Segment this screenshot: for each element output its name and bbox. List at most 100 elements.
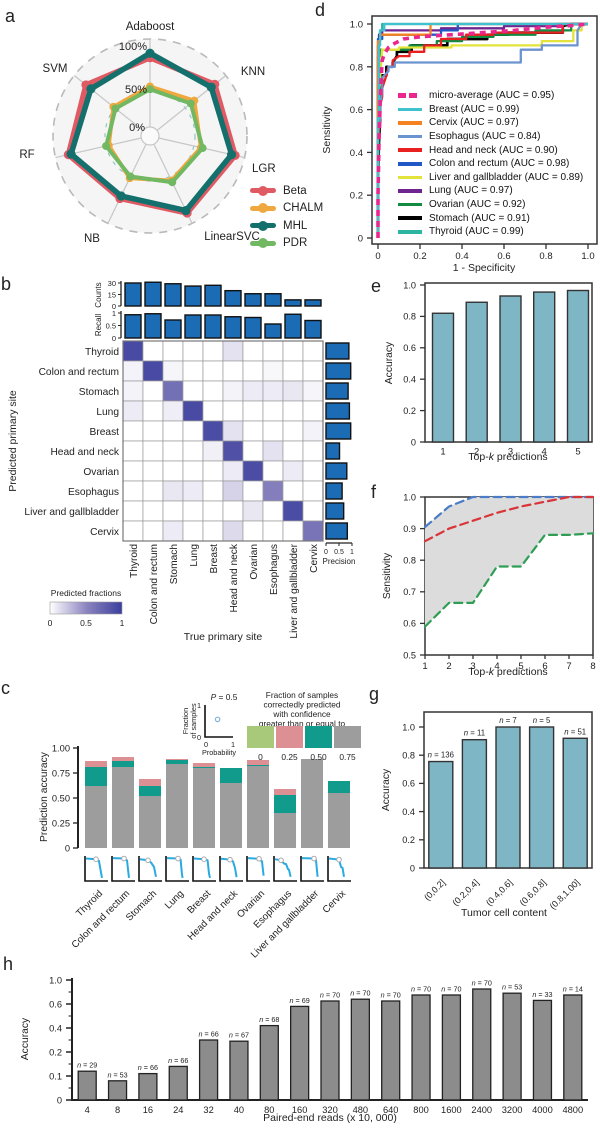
tick-label: 320	[322, 1105, 338, 1115]
precision-label: Precision	[323, 557, 356, 566]
legend-label: Cervix (AUC = 0.97)	[429, 117, 519, 129]
bar	[532, 999, 553, 1101]
matrix-cell	[142, 360, 164, 382]
radar-series-PDR	[104, 87, 205, 185]
tick-label: 0.4	[402, 807, 415, 817]
tick-label: 3200	[502, 1105, 523, 1115]
matrix-cell	[202, 480, 224, 502]
tick-label: 0.6	[403, 343, 416, 353]
matrix-cell	[242, 500, 264, 522]
tick-label: 0.8	[539, 251, 552, 262]
legend-item: Thyroid (AUC = 0.99)	[398, 225, 583, 239]
tick-label: 0.4	[49, 1023, 62, 1033]
matrix-cell	[162, 380, 184, 402]
bar	[259, 1024, 279, 1101]
row-label: Lung	[96, 407, 119, 418]
sparkline-marker	[311, 855, 317, 862]
legend-item: Ovarian (AUC = 0.92)	[398, 198, 583, 212]
category-label: (0.2,0.4]	[450, 877, 480, 907]
legend-item: micro-average (AUC = 0.95)	[398, 89, 583, 103]
col-label: Breast	[209, 544, 220, 574]
tick-label: 4000	[532, 1105, 553, 1115]
tick-label: 0.5	[106, 321, 116, 330]
n-label: n = 70	[472, 979, 492, 988]
stacked-bar-segment	[112, 761, 134, 767]
matrix-cell	[282, 480, 304, 502]
sparkline-curve	[247, 857, 265, 876]
legend-marker	[398, 175, 422, 180]
tick-label: 1.0	[350, 20, 363, 31]
n-label: n = 70	[350, 989, 370, 998]
x-axis-label: 1 - Specificity	[453, 262, 516, 274]
tick-label: 0.4	[455, 251, 468, 262]
counts-bar	[124, 282, 142, 307]
n-label: n = 33	[532, 990, 552, 999]
bar	[499, 295, 522, 443]
n-label: n = 66	[138, 1063, 158, 1072]
matrix-cell	[242, 340, 264, 362]
legend-label: Ovarian (AUC = 0.92)	[429, 199, 526, 211]
tick-label: 0.1	[49, 1071, 62, 1081]
matrix-cell	[302, 460, 324, 482]
legend-item: Esophagus (AUC = 0.84)	[398, 130, 583, 144]
tick-label: 0.8	[403, 312, 416, 322]
matrix-cell	[162, 500, 184, 522]
panel-letter-d: d	[315, 0, 326, 20]
tick-label: 6	[542, 661, 547, 672]
radar-axis-label: Adaboost	[126, 21, 175, 33]
category-label: (0.6,0.8]	[518, 877, 548, 907]
legend-dot	[258, 220, 268, 231]
y-axis-label: Sensitivity	[382, 552, 393, 599]
tick-label: 1	[197, 701, 201, 710]
tick-label: 1.0	[402, 722, 415, 732]
band-fill	[425, 497, 593, 627]
radar-vertex	[206, 82, 216, 92]
stacked-bar-segment	[220, 768, 242, 783]
counts-bar	[264, 293, 282, 307]
plot-box	[371, 15, 598, 245]
bar	[431, 312, 455, 443]
tick-label: 2	[446, 661, 451, 672]
bar	[502, 992, 522, 1101]
tick-label: 2	[474, 447, 479, 458]
tick-label: 80	[264, 1105, 274, 1115]
tick-label: 0.5	[80, 618, 92, 628]
matrix-cell	[142, 520, 164, 542]
tumor-content-xlabel: Tumor cell content	[461, 907, 547, 919]
col-label: Cervix	[309, 544, 320, 573]
matrix-cell	[242, 360, 264, 382]
tick-label: 7	[566, 661, 571, 672]
radar-axis-label: LinearSVC	[204, 231, 260, 243]
matrix-cell	[302, 520, 324, 542]
stacked-bar-segment	[220, 783, 242, 848]
matrix-cell	[222, 360, 244, 382]
panel-letter-h: h	[3, 954, 14, 974]
legend-marker	[398, 107, 422, 112]
tick-label: 0	[410, 863, 415, 873]
tick-label: 0.2	[350, 191, 363, 202]
category-label: Lung	[163, 888, 186, 911]
legend-swatch	[305, 726, 332, 748]
matrix-border	[122, 340, 324, 542]
radar-axis-label: SVM	[43, 63, 68, 75]
legend-dot	[258, 238, 268, 249]
radar-vertex	[181, 206, 191, 216]
tick-label: 0.75	[52, 769, 70, 779]
radar-series-MHL	[68, 50, 235, 214]
matrix-cell	[162, 360, 184, 382]
legend-marker	[398, 148, 422, 152]
inset-axes	[204, 705, 233, 738]
counts-bar	[304, 299, 322, 307]
radar-vertex	[227, 150, 237, 160]
legend-label: Stomach (AUC = 0.91)	[429, 212, 530, 224]
tick-label: 4800	[562, 1105, 583, 1115]
legend-title-line: greater than or equal to	[259, 719, 346, 729]
precision-bar	[325, 462, 348, 480]
matrix-cell	[302, 400, 324, 422]
legend-marker	[250, 185, 276, 196]
matrix-cell	[202, 420, 224, 442]
matrix-cell	[262, 400, 284, 422]
matrix-cell	[282, 460, 304, 482]
legend-label: Liver and gallbladder (AUC = 0.89)	[429, 171, 584, 183]
bar	[472, 988, 492, 1101]
